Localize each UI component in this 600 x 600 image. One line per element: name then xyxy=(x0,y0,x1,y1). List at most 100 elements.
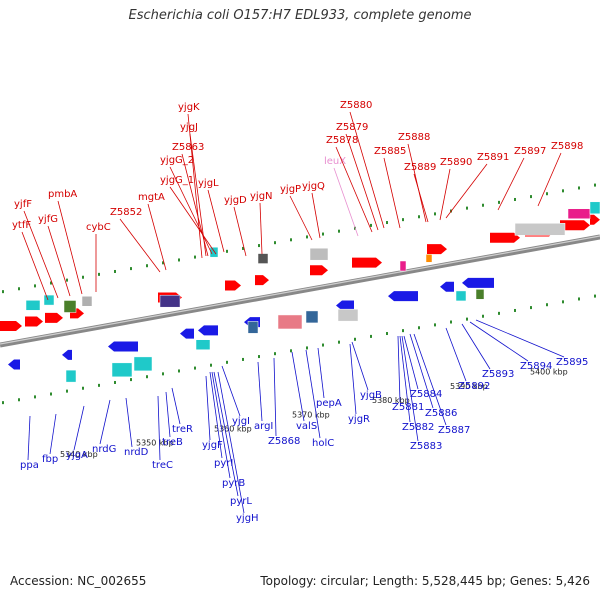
gene-feature-block xyxy=(81,295,93,307)
outer-guide-bottom-dot xyxy=(162,372,164,376)
gene-feature-block xyxy=(43,294,55,306)
top-gene-label: Z5891 xyxy=(477,152,509,163)
bottom-gene-label: Z5882 xyxy=(402,422,434,433)
outer-guide-bottom-dot xyxy=(34,395,36,399)
bottom-leader-line xyxy=(351,341,369,391)
top-gene-label: Z5885 xyxy=(374,146,406,157)
gene-feature-block xyxy=(425,254,433,263)
reverse-gene-arrow xyxy=(462,277,494,288)
outer-guide-top-dot xyxy=(386,221,388,225)
bottom-gene-label: nrdD xyxy=(124,447,149,458)
bottom-gene-label: yjgA xyxy=(66,450,88,461)
gene-feature-block xyxy=(65,369,77,383)
scale-tick-label: 5390 kbp xyxy=(450,382,488,391)
outer-guide-bottom-dot xyxy=(194,366,196,370)
outer-guide-top-dot xyxy=(66,278,68,282)
top-gene-label: Z5863 xyxy=(172,142,204,153)
top-leader-line xyxy=(383,157,401,229)
outer-guide-top-dot xyxy=(2,290,4,294)
top-leader-line xyxy=(147,203,167,271)
reverse-gene-arrow xyxy=(62,349,72,360)
bottom-gene-label: treC xyxy=(152,460,173,471)
bottom-leader-line xyxy=(171,387,181,425)
map-title: Escherichia coli O157:H7 EDL933, complet… xyxy=(128,8,472,23)
bottom-gene-label: treB xyxy=(162,437,183,448)
gene-feature-block xyxy=(475,289,485,300)
bottom-gene-label: yjgI xyxy=(232,416,250,427)
outer-guide-top-dot xyxy=(258,244,260,248)
outer-guide-top-dot xyxy=(562,189,564,193)
bottom-gene-label: Z5868 xyxy=(268,436,300,447)
top-gene-label: Z5888 xyxy=(398,132,430,143)
reverse-gene-arrow xyxy=(388,291,418,302)
forward-gene-arrow xyxy=(25,316,43,327)
gene-feature-block xyxy=(111,362,133,378)
top-leader-line xyxy=(207,189,225,253)
bottom-leader-line xyxy=(403,335,419,390)
outer-guide-top-dot xyxy=(178,258,180,262)
outer-guide-top-dot xyxy=(530,195,532,199)
outer-guide-bottom-dot xyxy=(306,346,308,350)
top-gene-label: leuX xyxy=(324,156,346,167)
top-leader-line xyxy=(289,195,313,241)
outer-guide-bottom-dot xyxy=(146,375,148,379)
top-leader-line xyxy=(21,231,49,301)
bottom-gene-label: treR xyxy=(172,424,193,435)
outer-guide-top-dot xyxy=(18,287,20,291)
forward-gene-arrow xyxy=(310,265,328,276)
scale-tick-label: 5380 kbp xyxy=(372,396,410,405)
outer-guide-bottom-dot xyxy=(210,363,212,367)
outer-guide-bottom-dot xyxy=(130,378,132,382)
outer-guide-bottom-dot xyxy=(530,306,532,310)
bottom-leader-line xyxy=(291,351,305,422)
reverse-gene-arrow xyxy=(198,325,218,336)
top-leader-line xyxy=(233,206,247,257)
bottom-leader-line xyxy=(317,347,325,399)
outer-guide-top-dot xyxy=(34,284,36,288)
bottom-leader-line xyxy=(349,343,357,415)
bottom-gene-label: Z5892 xyxy=(458,381,490,392)
gene-feature-block xyxy=(567,208,591,220)
outer-guide-bottom-dot xyxy=(50,392,52,396)
bottom-gene-label: pyrI xyxy=(214,458,233,469)
top-gene-label: yjgN xyxy=(250,191,273,202)
bottom-leader-line xyxy=(99,399,111,445)
genome-summary: Topology: circular; Length: 5,528,445 bp… xyxy=(260,574,590,588)
bottom-leader-line xyxy=(273,357,277,437)
reverse-gene-arrow xyxy=(440,281,454,292)
bottom-leader-line xyxy=(27,415,31,461)
top-gene-label: Z5889 xyxy=(404,162,436,173)
bottom-gene-label: Z5883 xyxy=(410,441,442,452)
top-gene-label: pmbA xyxy=(48,189,77,200)
bottom-leader-line xyxy=(213,371,239,497)
gene-feature-block xyxy=(309,247,329,261)
top-gene-label: Z5879 xyxy=(336,122,368,133)
outer-guide-top-dot xyxy=(130,267,132,271)
scale-tick-label: 5370 kbp xyxy=(292,410,330,419)
outer-guide-bottom-dot xyxy=(66,389,68,393)
bottom-leader-line xyxy=(73,405,85,451)
top-gene-label: yjfF xyxy=(14,199,32,210)
bottom-gene-label: pepA xyxy=(316,398,342,409)
bottom-leader-line xyxy=(475,319,565,358)
bottom-gene-label: Z5895 xyxy=(556,357,588,368)
forward-gene-arrow xyxy=(45,312,63,323)
outer-guide-bottom-dot xyxy=(578,297,580,301)
outer-guide-bottom-dot xyxy=(562,300,564,304)
reverse-gene-arrow xyxy=(8,359,20,370)
outer-guide-bottom-dot xyxy=(338,340,340,344)
bottom-leader-line xyxy=(461,323,491,370)
gene-feature-block xyxy=(589,201,600,215)
outer-guide-bottom-dot xyxy=(498,311,500,315)
forward-gene-arrow xyxy=(490,232,520,243)
outer-guide-top-dot xyxy=(578,186,580,190)
top-gene-label: yjgG_1 xyxy=(160,175,194,186)
bottom-leader-line xyxy=(399,335,411,423)
forward-gene-arrow xyxy=(427,244,447,255)
top-leader-line xyxy=(169,166,213,255)
bottom-gene-label: pyrB xyxy=(222,478,245,489)
gene-feature-block xyxy=(247,321,259,334)
top-leader-line xyxy=(119,218,161,273)
outer-guide-top-dot xyxy=(274,241,276,245)
outer-guide-bottom-dot xyxy=(322,343,324,347)
